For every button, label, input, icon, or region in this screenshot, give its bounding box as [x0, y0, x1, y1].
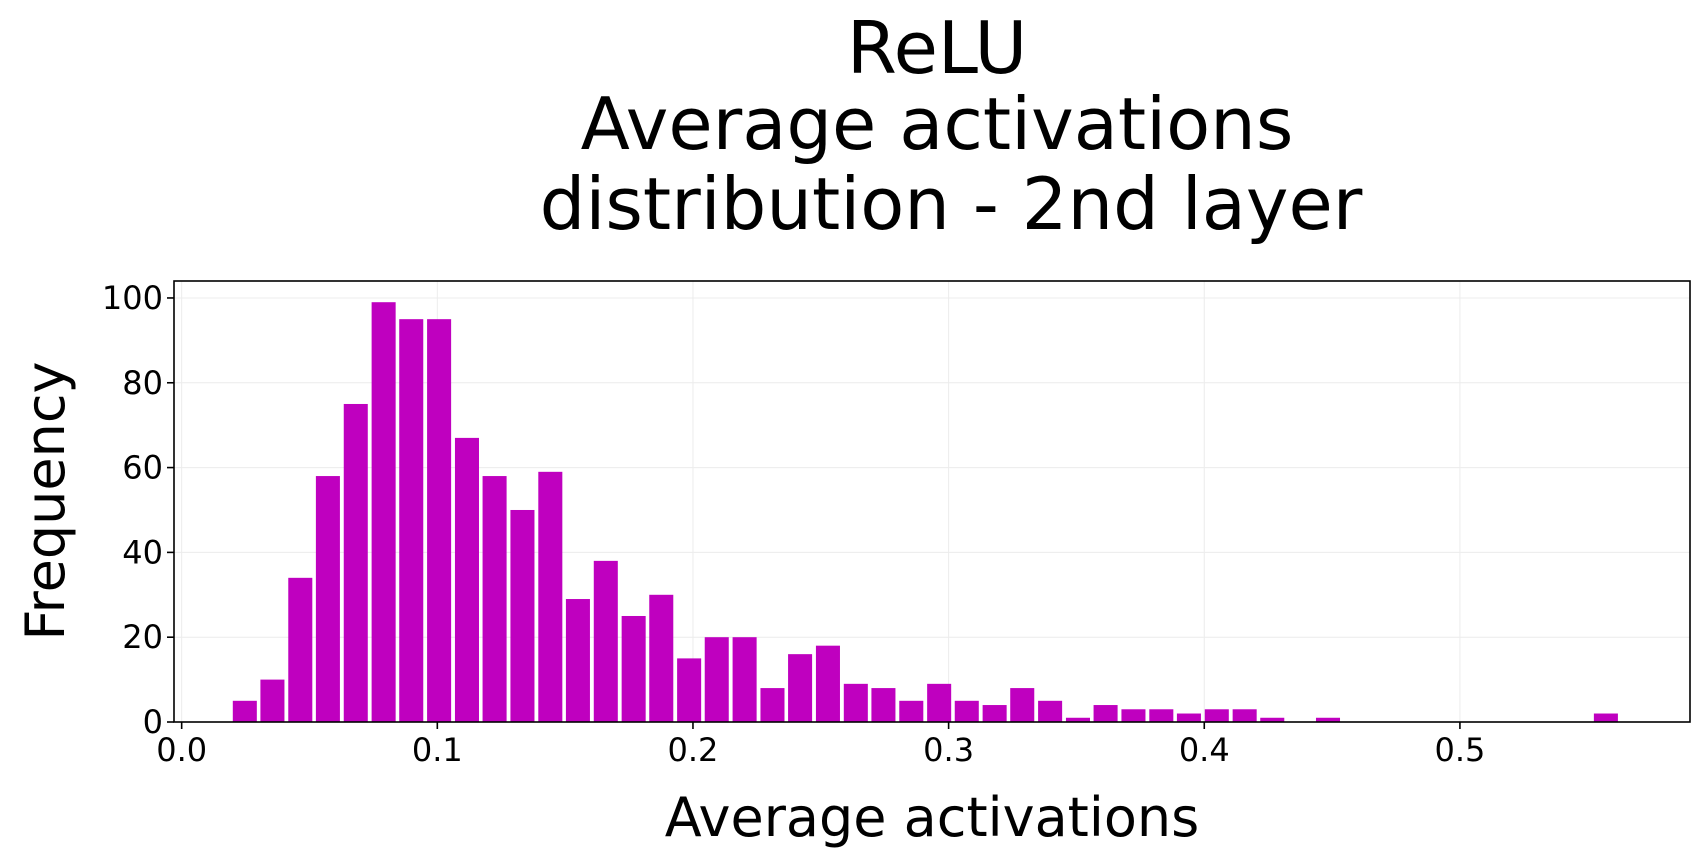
- x-axis-label: Average activations: [665, 786, 1200, 849]
- y-tick-label: 100: [102, 279, 163, 317]
- histogram-bar: [399, 319, 424, 722]
- histogram-bar: [1149, 709, 1174, 722]
- histogram-bar: [288, 577, 313, 722]
- x-tick-label: 0.3: [923, 731, 974, 769]
- histogram-bar: [649, 594, 674, 722]
- histogram-bar: [565, 599, 590, 722]
- y-tick-label: 60: [122, 449, 163, 487]
- histogram-bar: [815, 645, 840, 722]
- histogram-bar: [1232, 709, 1257, 722]
- histogram-bar: [315, 476, 340, 722]
- histogram-bar: [1065, 717, 1090, 722]
- histogram-bar: [1593, 713, 1618, 722]
- histogram-bar: [1204, 709, 1229, 722]
- histogram-bar: [621, 615, 646, 722]
- histogram-bar: [1093, 705, 1118, 722]
- histogram-bar: [343, 403, 368, 722]
- histogram-bar: [260, 679, 285, 722]
- histogram-bar: [232, 700, 257, 722]
- histogram-bar: [1121, 709, 1146, 722]
- histogram-bar: [1176, 713, 1201, 722]
- y-tick-label: 40: [122, 533, 163, 571]
- histogram-bar: [899, 700, 924, 722]
- x-tick-label: 0.5: [1434, 731, 1485, 769]
- histogram-bar: [677, 658, 702, 722]
- histogram-bar: [732, 637, 757, 722]
- histogram-bar: [1010, 688, 1035, 722]
- histogram-bar: [1260, 717, 1285, 722]
- histogram-bar: [760, 688, 785, 722]
- bars-group: [232, 302, 1618, 722]
- histogram-bar: [843, 683, 868, 722]
- histogram-bar: [1038, 700, 1063, 722]
- histogram-bar: [482, 476, 507, 722]
- histogram-bar: [454, 437, 479, 722]
- chart-title-line-1: ReLU: [847, 6, 1027, 90]
- histogram-bar: [538, 471, 563, 722]
- chart-title-line-3: distribution - 2nd layer: [540, 162, 1363, 246]
- x-tick-label: 0.2: [668, 731, 719, 769]
- y-tick-label: 80: [122, 364, 163, 402]
- y-tick-label: 0: [143, 703, 163, 741]
- y-axis-label: Frequency: [14, 362, 77, 641]
- axis-ticks: 0.0 0.1 0.2 0.3 0.4 0.5 0 20 40 60 80 100: [102, 279, 1485, 769]
- histogram-bar: [954, 700, 979, 722]
- histogram-bar: [427, 319, 452, 722]
- histogram-bar: [1315, 717, 1341, 722]
- x-tick-label: 0.4: [1179, 731, 1230, 769]
- chart-title-line-2: Average activations: [581, 82, 1294, 166]
- x-tick-label: 0.1: [412, 731, 463, 769]
- histogram-bar: [593, 560, 618, 722]
- histogram-bar: [982, 705, 1007, 722]
- histogram-bar: [788, 654, 813, 722]
- x-tick-label: 0.0: [156, 731, 207, 769]
- histogram-bar: [704, 637, 729, 722]
- histogram-bar: [927, 683, 952, 722]
- histogram-bar: [871, 688, 896, 722]
- plot-frame: [173, 280, 1691, 723]
- histogram-bar: [510, 509, 535, 722]
- histogram-bar: [371, 302, 396, 722]
- y-tick-label: 20: [122, 618, 163, 656]
